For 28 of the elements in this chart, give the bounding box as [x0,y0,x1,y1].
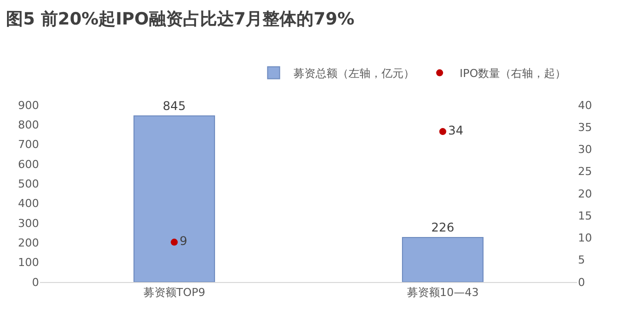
y2-tick-label: 25 [578,165,592,178]
y2-tick-label: 10 [578,232,592,245]
x-tick-label: 募资额TOP9 [143,286,206,300]
y2-tick-label: 30 [578,143,592,156]
y-tick-label: 300 [18,216,39,230]
y2-tick-label: 20 [578,187,592,200]
y-tick-label: 900 [18,98,39,112]
data-label: 9 [180,234,188,248]
data-label: 845 [162,98,186,113]
y-tick-label: 200 [18,236,39,250]
y2-tick-label: 0 [578,276,585,289]
y-tick-label: 500 [18,178,39,191]
data-label: 34 [448,124,464,138]
y-tick-label: 400 [18,197,39,210]
y-tick-label: 100 [18,256,39,270]
y2-tick-label: 40 [578,98,592,112]
legend-label: 募资总额（左轴，亿元） [294,67,415,80]
y-tick-label: 700 [18,138,39,152]
y-tick-label: 0 [32,276,39,289]
y2-tick-label: 35 [578,120,592,134]
legend-label: IPO数量（右轴，起） [460,67,566,80]
chart-title: 图5 前20%起IPO融资占比达7月整体的79% [6,10,354,30]
x-tick-label: 募资额10—43 [406,286,479,300]
y2-tick-label: 15 [578,209,592,222]
y2-tick-label: 5 [578,254,585,267]
y-tick-label: 600 [18,158,39,171]
y-tick-label: 800 [18,118,39,132]
data-label: 226 [431,220,454,235]
